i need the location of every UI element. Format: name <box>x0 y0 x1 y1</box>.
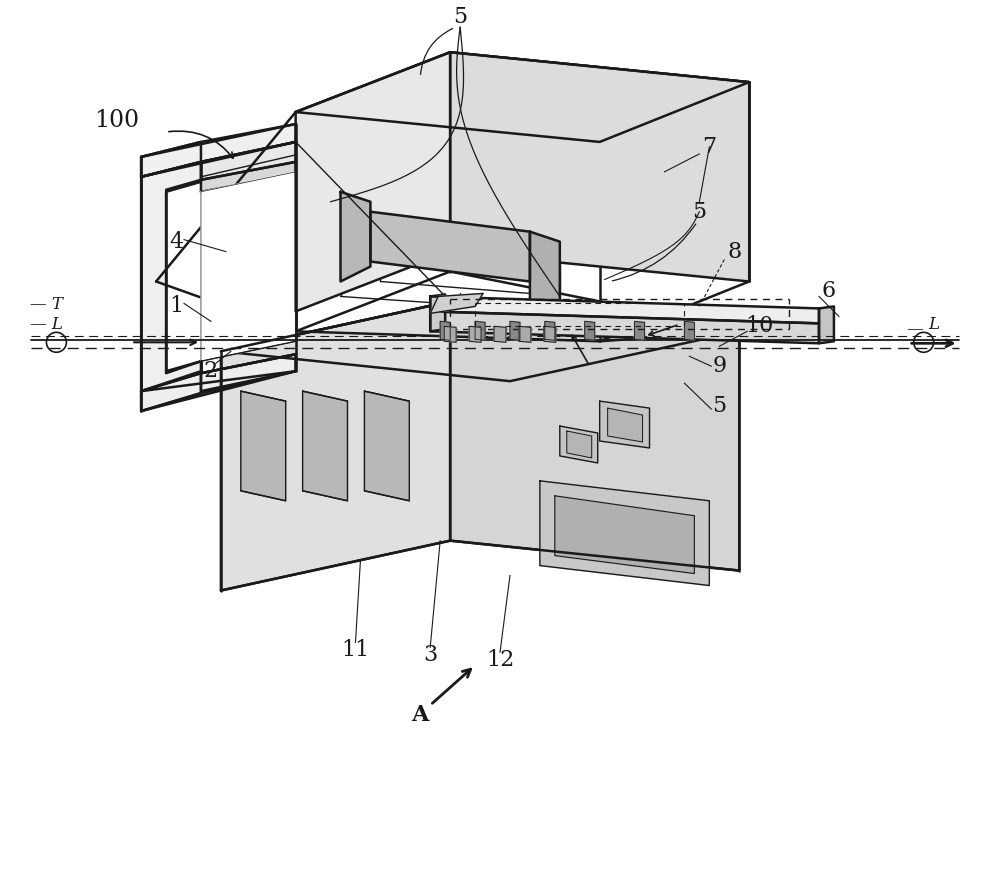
Text: 5: 5 <box>692 200 706 223</box>
Polygon shape <box>608 408 643 442</box>
Polygon shape <box>600 402 650 448</box>
Polygon shape <box>364 391 409 501</box>
Text: 9: 9 <box>712 355 726 377</box>
Polygon shape <box>141 124 296 177</box>
Polygon shape <box>444 327 456 342</box>
Polygon shape <box>530 232 560 312</box>
Polygon shape <box>567 431 592 458</box>
Polygon shape <box>201 162 296 192</box>
Polygon shape <box>544 327 556 342</box>
Text: 7: 7 <box>702 136 716 158</box>
Polygon shape <box>684 321 694 341</box>
Polygon shape <box>430 296 819 323</box>
Polygon shape <box>450 301 739 571</box>
Text: — T: — T <box>30 296 63 313</box>
Polygon shape <box>370 212 530 281</box>
Text: 4: 4 <box>169 231 183 253</box>
Polygon shape <box>221 301 739 381</box>
Polygon shape <box>469 327 481 342</box>
Polygon shape <box>450 52 749 281</box>
Text: 1: 1 <box>169 295 183 317</box>
Polygon shape <box>519 327 531 342</box>
Polygon shape <box>560 426 598 463</box>
Text: 6: 6 <box>822 280 836 302</box>
Text: 100: 100 <box>94 109 139 132</box>
Polygon shape <box>430 294 445 331</box>
Text: 3: 3 <box>423 645 437 666</box>
Polygon shape <box>585 321 595 341</box>
Polygon shape <box>341 192 370 281</box>
Polygon shape <box>540 481 709 585</box>
Polygon shape <box>296 52 450 312</box>
Polygon shape <box>141 354 296 411</box>
Polygon shape <box>241 391 286 501</box>
Text: —: — <box>907 321 923 338</box>
Polygon shape <box>545 321 555 341</box>
Text: A: A <box>412 704 429 726</box>
Polygon shape <box>141 162 201 391</box>
Polygon shape <box>494 327 506 342</box>
Text: 5: 5 <box>712 395 726 417</box>
Text: — L: — L <box>30 316 62 333</box>
Polygon shape <box>819 307 834 343</box>
Polygon shape <box>635 321 645 341</box>
Polygon shape <box>303 391 347 501</box>
Polygon shape <box>201 142 296 179</box>
Polygon shape <box>141 142 201 177</box>
Text: 8: 8 <box>727 240 741 262</box>
Polygon shape <box>555 496 694 574</box>
Polygon shape <box>510 321 520 341</box>
Polygon shape <box>141 373 201 411</box>
Text: L: L <box>929 316 940 333</box>
Text: 5: 5 <box>453 6 467 29</box>
Polygon shape <box>221 301 450 591</box>
Polygon shape <box>201 354 296 391</box>
Polygon shape <box>430 312 819 343</box>
Polygon shape <box>430 294 483 314</box>
Text: 12: 12 <box>486 649 514 672</box>
Text: 11: 11 <box>341 639 370 661</box>
Polygon shape <box>201 172 296 361</box>
Polygon shape <box>296 52 749 142</box>
Text: 10: 10 <box>745 315 773 337</box>
Text: 2: 2 <box>204 361 218 382</box>
Polygon shape <box>440 321 450 341</box>
Polygon shape <box>475 321 485 341</box>
